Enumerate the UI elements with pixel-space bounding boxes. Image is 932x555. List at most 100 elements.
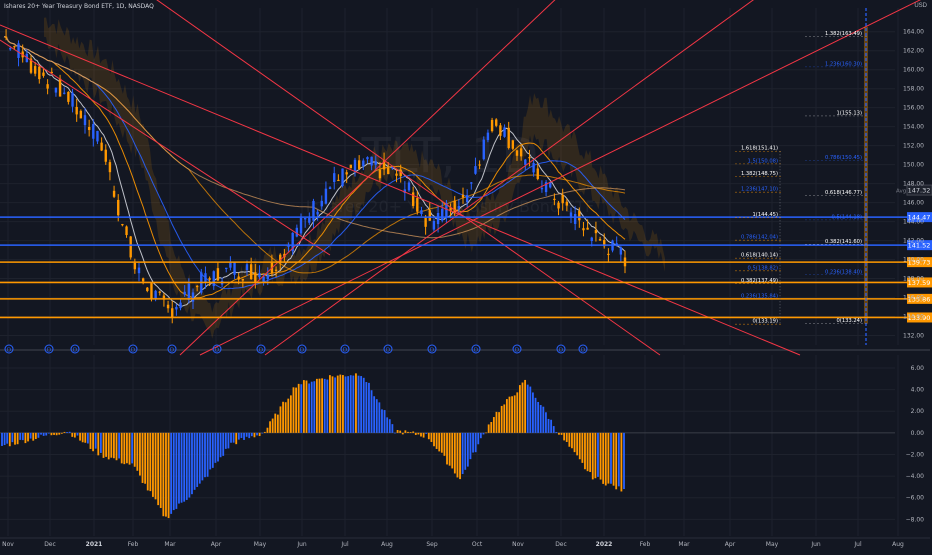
candle-body (229, 262, 232, 268)
oscillator-axis-tick: 2.00 (911, 408, 925, 415)
histogram-bar (342, 375, 344, 433)
histogram-bar (126, 432, 128, 464)
histogram-bar (396, 430, 399, 433)
time-axis-tick: Jul (853, 541, 862, 548)
fib-levels: 1.618(151.41) 1.5(150.08) 1.382(148.75) 1.2… (735, 8, 868, 345)
dividend-marker (471, 344, 481, 354)
candle-body (532, 163, 535, 173)
level-tag (907, 293, 932, 304)
histogram-bar (563, 432, 566, 441)
last-price-tag-label: Avg (896, 189, 906, 195)
histogram-bar (19, 432, 22, 440)
candle-body (511, 140, 515, 149)
histogram-bar (490, 422, 493, 433)
histogram-bar (355, 373, 357, 433)
candle-body (303, 218, 307, 220)
histogram-bar (227, 432, 230, 449)
histogram-bar (40, 432, 42, 435)
time-axis-tick: Oct (472, 541, 483, 548)
candle-body (403, 189, 407, 194)
histogram-bar (474, 432, 477, 453)
fib-level-label: 1(144.45) (753, 212, 779, 218)
histogram-bar (576, 432, 579, 456)
histogram-bar (456, 432, 459, 478)
histogram-bar (230, 432, 232, 443)
histogram-bar (339, 374, 342, 433)
histogram-bar (21, 432, 24, 441)
candle-body (258, 273, 261, 278)
price-axis-tick: 160.00 (903, 67, 924, 74)
histogram-bar (610, 432, 612, 484)
candle-body (92, 124, 95, 139)
histogram-bar (248, 432, 251, 439)
histogram-bar (261, 432, 264, 434)
histogram-bar (55, 432, 58, 436)
candle-body (557, 202, 560, 209)
candle-body (150, 283, 153, 299)
histogram-bar (326, 379, 329, 433)
histogram-bar (508, 396, 511, 433)
price-axis-tick: 154.00 (903, 124, 924, 131)
moving-average-line (3, 36, 626, 290)
histogram-bar (84, 432, 87, 443)
candle-body (333, 173, 336, 183)
candle-body (67, 91, 70, 102)
candle-body (465, 195, 469, 203)
time-axis-tick: Apr (211, 541, 222, 548)
candle-body (171, 308, 174, 318)
histogram-bar (154, 432, 157, 500)
histogram-bar (245, 432, 248, 437)
candle-body (328, 187, 332, 190)
candle-body (474, 166, 477, 174)
histogram-bar (175, 432, 178, 509)
histogram-bar (542, 406, 545, 433)
histogram-bar (37, 432, 40, 438)
dividend-marker-label: D (581, 347, 585, 353)
dividend-marker (556, 344, 566, 354)
histogram-bar (71, 432, 74, 437)
dividend-marker (340, 344, 350, 354)
histogram-bar (370, 390, 373, 433)
histogram-bar (378, 402, 381, 433)
candle-body (399, 169, 402, 177)
histogram-bar (172, 432, 175, 511)
candle-body (266, 275, 269, 280)
candle-body (175, 306, 178, 310)
histogram-bar (152, 432, 154, 497)
candle-body (75, 106, 78, 115)
fib-level-label: 0.786(150.45) (825, 155, 862, 161)
candle-body (50, 71, 53, 74)
oscillator-axis: 6.00 4.00 2.00 0.00 −2.00 −4.00 −6.00 −8.00 (906, 365, 925, 523)
candle-body (424, 217, 427, 227)
candle-body (432, 220, 436, 230)
level-tag (907, 312, 932, 323)
time-axis-tick: 2022 (596, 541, 613, 548)
candle-body (553, 198, 556, 200)
dividend-marker-label: D (131, 347, 135, 353)
price-axis-tick: 152.00 (903, 143, 924, 150)
candle-body (137, 267, 141, 274)
histogram-bar (68, 431, 71, 433)
histogram-bar (412, 431, 415, 433)
price-axis-tick: 164.00 (903, 29, 924, 36)
histogram-bar (516, 392, 519, 433)
histogram-bar (336, 375, 339, 433)
histogram-bar (334, 377, 337, 433)
price-axis-tick: 142.00 (903, 238, 924, 245)
histogram-bar (97, 432, 100, 456)
candle-body (416, 198, 419, 212)
histogram-bar (404, 430, 407, 433)
candle-body (108, 162, 112, 173)
last-price-tag (906, 184, 932, 196)
dividend-marker-label: D (73, 347, 77, 353)
fib-level-label: 0.236(138.40) (825, 269, 862, 275)
candle-body (341, 168, 344, 186)
histogram-bar (518, 385, 521, 433)
candle-body (515, 150, 519, 156)
candle-body (536, 168, 539, 180)
oscillator-axis-tick: −2.00 (906, 451, 925, 458)
histogram-bar (209, 432, 212, 470)
histogram-bar (302, 380, 305, 433)
